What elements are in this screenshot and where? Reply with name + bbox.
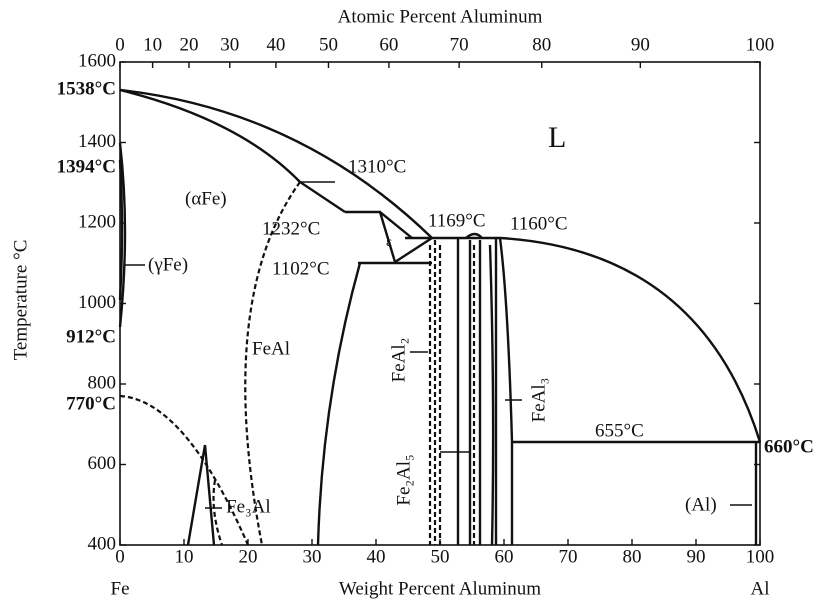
- x-tick-label: 10: [175, 546, 194, 567]
- x-tick-label: 40: [367, 546, 386, 567]
- annotation: Fe₃Al: [226, 496, 271, 517]
- y-tick-label: 400: [88, 533, 117, 554]
- annotation: L: [548, 121, 566, 154]
- liquidus-al: [499, 236, 762, 443]
- y-tick-label: 800: [88, 372, 117, 393]
- label-arrows: [125, 264, 752, 509]
- top-tick-label: 40: [266, 34, 285, 55]
- y-tick-label: 1400: [78, 131, 116, 152]
- x-axis-title: Weight Percent Aluminum: [339, 578, 541, 599]
- y-tick-label: 1000: [78, 292, 116, 313]
- top-tick-label: 70: [450, 34, 469, 55]
- annotation: 1232°C: [262, 218, 320, 239]
- annotation: FeAl: [252, 338, 290, 359]
- temperature-marks: 1538°C 1394°C 912°C 770°C 660°C: [57, 78, 814, 457]
- annotation: FeAl₂: [388, 338, 409, 383]
- fe3al-dash: [212, 479, 224, 546]
- temp-mark: 770°C: [66, 393, 116, 414]
- feal3-lines: [488, 237, 514, 546]
- fe-label: Fe: [111, 578, 130, 599]
- x-tick-label: 0: [115, 546, 125, 567]
- annotation: (Al): [685, 494, 717, 515]
- x-tick-label: 60: [495, 546, 514, 567]
- top-tick-label: 60: [379, 34, 398, 55]
- top-tick-label: 0: [115, 34, 125, 55]
- annotations: L (αFe) 1310°C 1232°C ε 1169°C 1160°C 11…: [148, 121, 717, 517]
- epsilon-region: [345, 210, 433, 264]
- top-axis-title: Atomic Percent Aluminum: [338, 6, 543, 27]
- annotation: (γFe): [148, 254, 188, 275]
- feal-boundary: [316, 262, 362, 546]
- annotation: 1310°C: [348, 156, 406, 177]
- annotation: ε: [386, 235, 392, 250]
- alpha-feal-boundary: [244, 181, 301, 546]
- x-tick-label: 70: [559, 546, 578, 567]
- top-tick-label: 50: [319, 34, 338, 55]
- y-tick-label: 1200: [78, 211, 116, 232]
- annotation: (αFe): [185, 188, 227, 209]
- top-tick-label: 100: [746, 34, 775, 55]
- fe3al-region: [186, 444, 216, 546]
- top-tick-label: 20: [179, 34, 198, 55]
- x-tick-label: 90: [687, 546, 706, 567]
- y-tick-label: 1600: [78, 50, 116, 71]
- x-tick-label: 30: [303, 546, 322, 567]
- y-axis-title: Temperature °C: [10, 240, 31, 361]
- annotation: 1160°C: [510, 213, 568, 234]
- solidus: [119, 88, 346, 213]
- magnetic-transition: [119, 394, 250, 546]
- top-tick-label: 80: [532, 34, 551, 55]
- top-tick-label: 30: [220, 34, 239, 55]
- top-tick-label: 10: [143, 34, 162, 55]
- annotation: 1102°C: [272, 258, 330, 279]
- phase-boundaries: [118, 88, 762, 546]
- fe2al5-loop: [465, 232, 483, 545]
- al-label: Al: [751, 578, 770, 599]
- x-tick-label: 50: [431, 546, 450, 567]
- x-tick-label: 80: [623, 546, 642, 567]
- temp-mark: 1394°C: [57, 156, 116, 177]
- liquidus: [119, 88, 433, 239]
- x-tick-label: 20: [239, 546, 258, 567]
- annotation: 1169°C: [428, 210, 486, 231]
- temp-mark: 912°C: [66, 326, 116, 347]
- temp-mark: 1538°C: [57, 78, 116, 99]
- y-tick-label: 600: [88, 453, 117, 474]
- annotation: Fe₂Al₅: [393, 454, 414, 505]
- temp-mark: 660°C: [764, 436, 814, 457]
- annotation: FeAl₃: [528, 378, 549, 423]
- x-tick-label: 100: [746, 546, 775, 567]
- annotation: 655°C: [595, 420, 644, 441]
- top-tick-label: 90: [631, 34, 650, 55]
- feal2-lines: [428, 240, 442, 545]
